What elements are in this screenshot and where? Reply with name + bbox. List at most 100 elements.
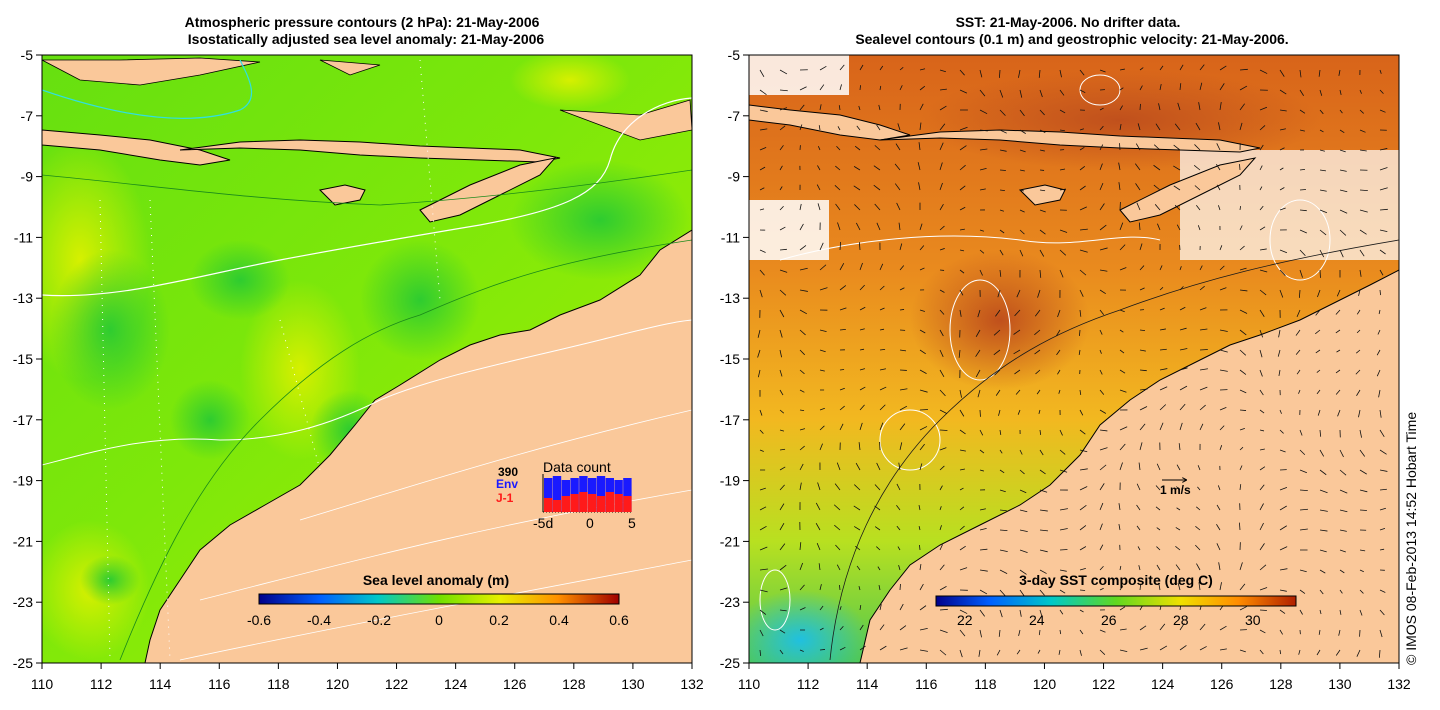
velocity-vector (759, 147, 767, 151)
left-xtick-label: 124 (444, 676, 468, 692)
velocity-vector (1176, 507, 1181, 511)
velocity-vector (959, 389, 962, 398)
inset-j1-bar (623, 496, 632, 512)
velocity-vector (1199, 646, 1207, 651)
velocity-vector (1359, 89, 1362, 94)
velocity-vector (897, 123, 901, 131)
velocity-vector (1039, 449, 1044, 456)
velocity-vector (1099, 269, 1108, 272)
velocity-vector (959, 468, 966, 471)
velocity-vector (1319, 469, 1327, 476)
velocity-vector (959, 89, 968, 94)
velocity-vector (1379, 449, 1387, 455)
right-xtick-label: 128 (1269, 676, 1293, 692)
velocity-vector (1339, 549, 1346, 553)
inset-env-bar (596, 476, 606, 512)
velocity-vector (819, 649, 826, 651)
velocity-vector (1015, 389, 1021, 395)
velocity-vector (1259, 484, 1265, 491)
velocity-vector (959, 269, 965, 274)
velocity-vector (918, 182, 921, 191)
right-xtick-label: 132 (1387, 676, 1411, 692)
velocity-vector (878, 104, 881, 111)
velocity-vector (839, 423, 844, 431)
velocity-vector (1219, 265, 1225, 271)
velocity-vector (819, 242, 824, 251)
velocity-vector (1079, 389, 1082, 396)
velocity-vector (1356, 649, 1361, 657)
velocity-vector (858, 586, 861, 591)
velocity-vector (1013, 349, 1021, 355)
velocity-vector (1218, 562, 1221, 571)
velocity-vector (899, 243, 903, 251)
velocity-vector (759, 546, 768, 551)
velocity-vector (1239, 389, 1247, 394)
velocity-vector (999, 269, 1002, 277)
velocity-vector (839, 606, 842, 611)
velocity-vector (939, 309, 945, 315)
velocity-vector (1259, 226, 1266, 231)
velocity-vector (1119, 443, 1126, 451)
velocity-vector (1259, 503, 1264, 511)
velocity-vector (1359, 189, 1368, 192)
velocity-vector (1099, 163, 1103, 171)
velocity-vector (979, 148, 988, 151)
velocity-vector (1019, 149, 1026, 153)
velocity-vector (1059, 528, 1068, 531)
velocity-vector (1259, 309, 1265, 317)
velocity-vector (1099, 69, 1106, 73)
velocity-vector (1259, 329, 1264, 338)
velocity-vector (1058, 649, 1061, 655)
velocity-vector (1153, 164, 1161, 171)
velocity-vector (939, 203, 944, 211)
velocity-vector (1319, 209, 1328, 214)
velocity-vector (1119, 426, 1128, 431)
velocity-vector (1035, 369, 1041, 375)
velocity-vector (1177, 582, 1181, 591)
velocity-vector (977, 389, 981, 398)
velocity-vector (1079, 449, 1088, 453)
velocity-vector (779, 125, 786, 131)
velocity-vector (898, 565, 901, 571)
velocity-vector (1019, 489, 1027, 494)
velocity-vector (1239, 465, 1243, 471)
velocity-vector (1219, 425, 1225, 431)
velocity-vector (979, 188, 986, 191)
velocity-vector (1156, 463, 1161, 471)
velocity-vector (1079, 146, 1085, 151)
velocity-vector (1219, 65, 1227, 71)
velocity-vector (999, 209, 1005, 212)
velocity-vector (919, 389, 928, 393)
velocity-vector (1299, 489, 1308, 492)
velocity-vector (1119, 267, 1127, 271)
velocity-vector (939, 105, 947, 111)
velocity-vector (1379, 589, 1386, 593)
velocity-vector (958, 349, 961, 358)
velocity-vector (839, 241, 842, 251)
velocity-vector (1099, 329, 1103, 335)
velocity-vector (1079, 505, 1087, 511)
velocity-vector (757, 349, 761, 358)
velocity-vector (759, 609, 767, 615)
velocity-vector (1019, 609, 1022, 617)
velocity-vector (939, 389, 946, 397)
right-xtick-label: 124 (1151, 676, 1175, 692)
velocity-vector (959, 69, 965, 76)
velocity-vector (855, 545, 861, 551)
velocity-vector (759, 629, 764, 637)
left-xtick-label: 128 (562, 676, 586, 692)
velocity-vector (939, 525, 942, 531)
velocity-vector (1099, 523, 1103, 531)
velocity-vector (979, 508, 986, 511)
velocity-vector (1296, 309, 1301, 318)
velocity-vector (779, 369, 783, 377)
right-australia-land (859, 269, 1399, 663)
velocity-vector (1279, 69, 1285, 77)
velocity-vector (879, 328, 885, 331)
velocity-vector (1239, 562, 1243, 571)
velocity-vector (1319, 129, 1324, 133)
velocity-vector (835, 203, 841, 211)
velocity-vector (939, 329, 944, 337)
velocity-vector (1296, 369, 1301, 375)
velocity-vector (1079, 649, 1082, 656)
